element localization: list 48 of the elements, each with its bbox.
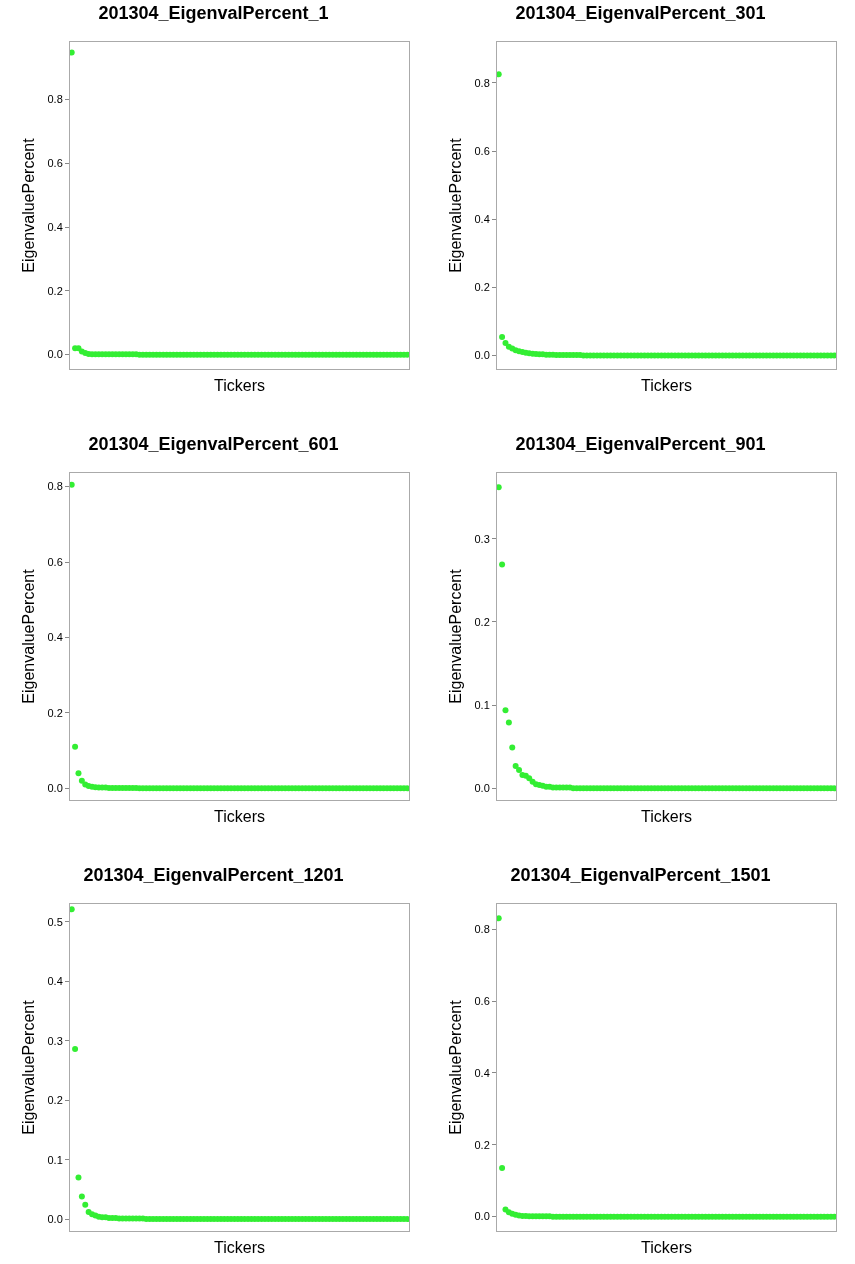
y-tick-label: 0.8	[474, 76, 490, 89]
chart-title: 201304_EigenvalPercent_1201	[83, 864, 344, 885]
y-tick-label: 0.0	[474, 1210, 490, 1223]
y-tick-label: 0.6	[474, 144, 490, 157]
y-axis-title: EigenvaluePercent	[447, 999, 465, 1135]
y-tick-label: 0.5	[47, 915, 63, 928]
y-axis-title: EigenvaluePercent	[447, 137, 465, 273]
y-tick-label: 0.1	[474, 699, 490, 711]
y-tick-label: 0.6	[47, 157, 63, 170]
y-tick-label: 0.2	[474, 281, 490, 294]
y-tick-label: 0.2	[47, 284, 63, 297]
x-axis-title: Tickers	[641, 377, 692, 395]
y-tick-label: 0.3	[474, 532, 490, 545]
x-axis-title: Tickers	[641, 808, 692, 826]
y-tick-label: 0.0	[47, 782, 63, 795]
y-tick-label: 0.2	[47, 1094, 63, 1107]
y-tick-label: 0.2	[474, 615, 490, 628]
y-tick-label: 0.4	[474, 212, 490, 225]
y-tick-label: 0.6	[47, 555, 63, 568]
y-tick-label: 0.4	[47, 631, 63, 644]
chart-title: 201304_EigenvalPercent_1	[98, 2, 329, 23]
y-axis-title: EigenvaluePercent	[20, 568, 38, 704]
y-tick-label: 0.8	[47, 93, 63, 106]
y-tick-label: 0.0	[474, 782, 490, 795]
y-tick-label: 0.8	[474, 923, 490, 935]
y-tick-label: 0.0	[47, 348, 63, 361]
y-axis-title: EigenvaluePercent	[20, 999, 38, 1135]
y-tick-label: 0.3	[47, 1034, 63, 1047]
chart-title: 201304_EigenvalPercent_601	[88, 433, 339, 454]
x-axis-title: Tickers	[641, 1239, 692, 1257]
y-tick-label: 0.4	[47, 975, 63, 988]
y-tick-label: 0.8	[47, 480, 63, 493]
y-tick-label: 0.1	[47, 1153, 63, 1166]
y-tick-label: 0.4	[47, 220, 63, 233]
chart-title: 201304_EigenvalPercent_301	[515, 2, 766, 23]
y-tick-label: 0.0	[47, 1212, 63, 1225]
y-axis-title: EigenvaluePercent	[20, 137, 38, 273]
x-axis-title: Tickers	[214, 377, 265, 395]
y-tick-label: 0.0	[474, 349, 490, 362]
y-tick-label: 0.4	[474, 1066, 490, 1079]
y-tick-label: 0.6	[474, 994, 490, 1007]
y-axis-title: EigenvaluePercent	[447, 568, 465, 704]
y-tick-label: 0.2	[474, 1138, 490, 1151]
x-axis-title: Tickers	[214, 808, 265, 826]
chart-title: 201304_EigenvalPercent_1501	[510, 864, 771, 885]
x-axis-title: Tickers	[214, 1239, 265, 1257]
y-tick-label: 0.2	[47, 706, 63, 719]
chart-title: 201304_EigenvalPercent_901	[515, 433, 766, 454]
